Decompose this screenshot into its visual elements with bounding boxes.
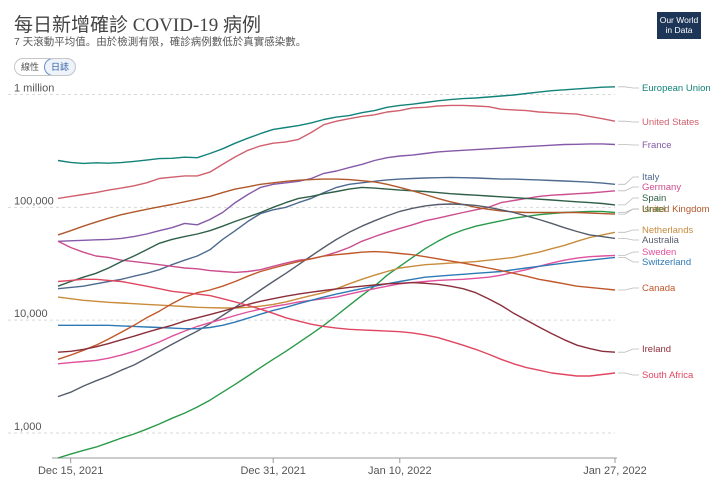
series-leader-netherlands <box>618 229 639 233</box>
x-tick-label: Dec 15, 2021 <box>38 465 103 477</box>
log-scale-button[interactable]: 日誌 <box>44 59 76 75</box>
page-title: 每日新增確診 COVID-19 病例 <box>14 15 261 36</box>
series-leader-italy <box>618 176 639 185</box>
x-tick-label: Jan 27, 2022 <box>583 465 647 477</box>
scale-toggle: 線性 日誌 <box>14 58 77 76</box>
series-line-ireland <box>57 281 616 353</box>
series-label-italy: Italy <box>642 172 660 183</box>
series-leader-switzerland <box>618 256 639 263</box>
linear-scale-button[interactable]: 線性 <box>21 62 40 72</box>
series-label-switzerland: Switzerland <box>642 257 691 268</box>
series-label-australia: Australia <box>642 235 680 246</box>
series-line-italy <box>57 176 616 290</box>
series-line-france <box>57 143 616 242</box>
series-line-united-states <box>57 104 616 200</box>
series-label-netherlands: Netherlands <box>642 225 693 236</box>
series-label-united-kingdom: United Kingdom <box>642 204 710 215</box>
series-line-south-africa <box>57 278 616 377</box>
series-label-spain: Spain <box>642 193 666 204</box>
x-tick-label: Jan 10, 2022 <box>368 465 432 477</box>
series-line-united-kingdom <box>57 178 616 236</box>
series-leader-european-union <box>618 86 639 89</box>
series-label-ireland: Ireland <box>642 344 671 355</box>
owid-logo[interactable]: Our World in Data <box>657 12 701 39</box>
y-tick-label: 1,000 <box>14 421 42 433</box>
series-leader-spain <box>618 197 639 206</box>
series-leader-germany <box>618 186 639 192</box>
y-tick-label: 100,000 <box>14 195 54 207</box>
series-line-germany <box>57 190 616 274</box>
series-label-european-union: European Union <box>642 83 711 94</box>
series-label-israel: Israel <box>642 204 665 215</box>
y-tick-label: 10,000 <box>14 308 48 320</box>
series-leader-canada <box>618 287 639 291</box>
series-leader-ireland <box>618 348 639 353</box>
series-leader-south-africa <box>618 372 639 376</box>
series-leader-australia <box>618 237 639 241</box>
series-line-australia <box>57 203 616 398</box>
series-leader-sweden <box>618 251 639 256</box>
page-subtitle: 7 天滾動平均值。由於檢測有限，確診病例數低於真實感染數。 <box>14 36 307 48</box>
series-label-united-states: United States <box>642 117 699 128</box>
series-label-canada: Canada <box>642 283 676 294</box>
series-line-european-union <box>57 86 616 165</box>
series-label-south-africa: South Africa <box>642 370 694 381</box>
x-tick-label: Dec 31, 2021 <box>240 465 305 477</box>
logo-line-2: in Data <box>665 25 693 35</box>
y-tick-label: 1 million <box>14 82 54 94</box>
logo-line-1: Our World <box>659 15 699 25</box>
series-label-germany: Germany <box>642 182 681 193</box>
series-label-sweden: Sweden <box>642 247 676 258</box>
series-leader-france <box>618 144 639 146</box>
series-line-switzerland <box>58 256 616 330</box>
series-leader-united-kingdom <box>618 208 639 215</box>
series-label-france: France <box>642 140 672 151</box>
series-line-canada <box>57 250 616 360</box>
series-line-israel <box>57 210 616 459</box>
series-line-sweden <box>57 254 616 365</box>
series-leader-united-states <box>618 120 639 123</box>
series-line-spain <box>57 186 616 287</box>
